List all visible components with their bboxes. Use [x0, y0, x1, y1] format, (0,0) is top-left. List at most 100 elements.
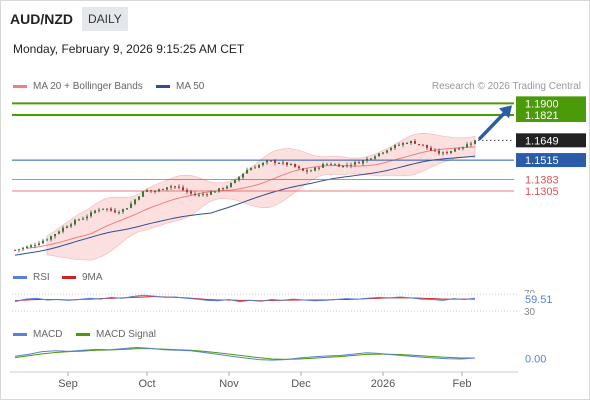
candle [394, 145, 396, 148]
candle [50, 236, 52, 240]
candle [58, 231, 60, 234]
time-tick-label: Oct [138, 378, 155, 390]
macd-signal-swatch [76, 333, 90, 336]
research-credit: Research © 2026 Trading Central [431, 81, 581, 92]
candle [142, 191, 144, 197]
timeframe-badge[interactable]: DAILY [82, 7, 128, 31]
candle [438, 150, 440, 154]
projection-arrow [478, 109, 508, 141]
candle [34, 245, 36, 247]
candle [62, 227, 64, 232]
candle [458, 148, 460, 150]
candle [74, 219, 76, 225]
candle [382, 152, 384, 154]
candle [146, 190, 148, 192]
candle [330, 164, 332, 166]
candle [262, 162, 264, 166]
candle [46, 239, 48, 241]
candle [258, 164, 260, 168]
ma50-swatch [156, 85, 170, 88]
candle [18, 249, 20, 251]
legend-rsi-ma: 9MA [62, 272, 103, 283]
candle [302, 168, 304, 171]
candle [82, 218, 84, 220]
candle [38, 243, 40, 246]
candle [314, 167, 316, 171]
candle [226, 186, 228, 189]
candle [366, 158, 368, 161]
candle [122, 209, 124, 212]
rsi-value-bg [518, 293, 588, 306]
time-tick-label: 2026 [371, 378, 395, 390]
price-label-2: 1.1649 [525, 135, 559, 147]
ma20-line [26, 146, 476, 249]
candle [326, 164, 328, 166]
ma50-line [14, 155, 476, 256]
candle [346, 165, 348, 167]
candle [310, 170, 312, 172]
candle [170, 186, 172, 188]
candle [182, 187, 184, 191]
candle [454, 149, 456, 152]
candle [218, 188, 220, 192]
candle [434, 150, 436, 152]
macd-swatch [13, 333, 27, 336]
legend-macd-signal-label: MACD Signal [96, 329, 157, 340]
price-label-4: 1.1383 [525, 175, 559, 187]
candle [306, 170, 308, 172]
macd-signal-line [14, 348, 475, 360]
candle [242, 173, 244, 178]
time-tick-label: Feb [453, 378, 472, 390]
candle [234, 180, 236, 183]
candle [410, 141, 412, 144]
candle [418, 143, 420, 145]
candle [338, 164, 340, 167]
candle [154, 190, 156, 192]
candle [342, 165, 344, 168]
candle [282, 162, 284, 164]
candle [462, 147, 464, 149]
candle [150, 190, 152, 192]
candle [246, 169, 248, 174]
candle [414, 141, 416, 144]
candle [402, 143, 404, 145]
candle [186, 189, 188, 192]
candle [130, 203, 132, 208]
candle [102, 208, 104, 210]
candle [158, 189, 160, 192]
candle [406, 143, 408, 145]
candle [30, 245, 32, 247]
candle [266, 160, 268, 163]
price-tag-1 [516, 107, 586, 122]
candle [422, 144, 424, 146]
candle [194, 193, 196, 195]
candle [166, 187, 168, 190]
candle [210, 191, 212, 195]
candle [446, 152, 448, 154]
candle [362, 160, 364, 164]
rsi-value: 59.51 [525, 294, 553, 306]
candle [230, 182, 232, 187]
candle [370, 158, 372, 160]
candle [126, 208, 128, 210]
candle [286, 162, 288, 165]
legend-rsi: RSI [13, 272, 50, 283]
candle [426, 144, 428, 148]
candle [42, 240, 44, 244]
candle [98, 209, 100, 211]
candle [398, 144, 400, 146]
candle [270, 160, 272, 162]
candle [290, 163, 292, 165]
price-tag-2 [516, 133, 586, 148]
price-label-0: 1.1900 [525, 98, 559, 110]
candle [94, 210, 96, 213]
candle [466, 144, 468, 148]
projection-arrowhead [499, 105, 512, 119]
candle [86, 216, 88, 219]
time-tick-label: Dec [291, 378, 311, 390]
candle [110, 208, 112, 211]
candle [90, 212, 92, 217]
legend-ma50-label: MA 50 [176, 81, 205, 92]
candle [450, 151, 452, 153]
